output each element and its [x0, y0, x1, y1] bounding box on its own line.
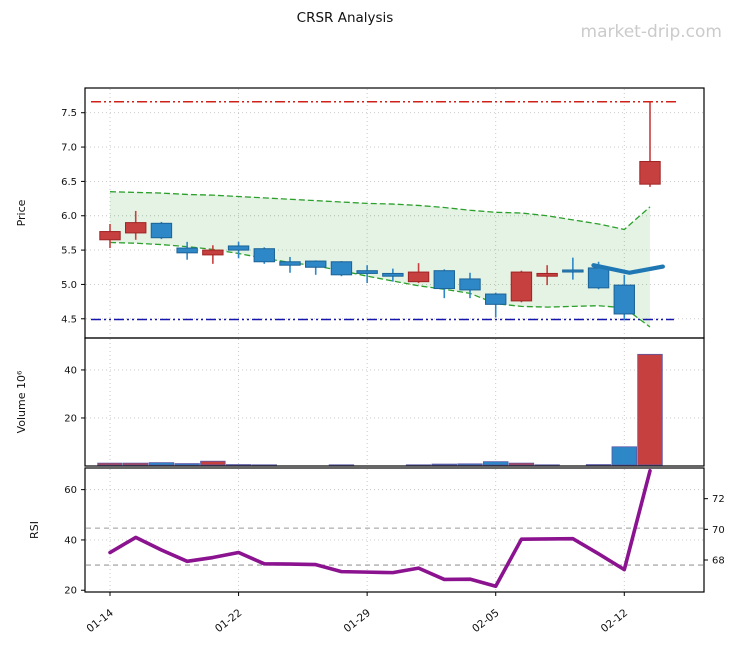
candle-body — [510, 271, 533, 302]
candle — [305, 260, 327, 275]
rsi-panel-frame — [84, 467, 705, 593]
price-tick-label: 5.0 — [61, 280, 77, 291]
volume-bar — [431, 463, 457, 466]
candle — [356, 265, 378, 284]
candle — [613, 274, 635, 321]
x-tick-label: 02-12 — [599, 607, 630, 635]
rsi-right-tick-label: 70 — [712, 525, 725, 536]
candle — [485, 292, 507, 318]
volume-bar — [637, 353, 663, 466]
volume-bar — [508, 462, 535, 466]
rsi-tick-label: 20 — [64, 586, 77, 597]
candle — [176, 241, 198, 260]
price-panel — [91, 100, 676, 328]
volume-bar — [457, 463, 483, 466]
volume-panel-grid — [86, 339, 703, 465]
volume-bar — [483, 461, 509, 466]
candle-body — [485, 293, 507, 305]
volume-bar — [200, 460, 226, 466]
candle-body — [305, 260, 327, 268]
volume-bar — [174, 463, 200, 466]
candle — [536, 265, 558, 286]
candle-body — [253, 248, 275, 263]
volume-tick-label: 40 — [64, 365, 77, 376]
candle-body — [536, 272, 558, 277]
ma-line — [591, 263, 665, 275]
candle-body — [639, 160, 661, 185]
volume-panel-frame — [84, 337, 705, 467]
watermark-text: market-drip.com — [580, 22, 722, 42]
price-tick-label: 7.5 — [61, 108, 77, 119]
candle-body — [150, 222, 173, 239]
candle — [562, 257, 584, 280]
price-tick-label: 6.5 — [61, 177, 77, 188]
volume-bar — [148, 462, 175, 466]
candle-body — [562, 269, 584, 273]
candle — [125, 210, 147, 240]
rsi-panel-grid — [86, 469, 703, 591]
candle — [227, 241, 250, 259]
x-tick-label: 02-05 — [470, 607, 501, 635]
candle-body — [202, 249, 224, 256]
rsi-right-tick-label: 68 — [712, 556, 725, 567]
candle — [253, 247, 275, 264]
bollinger-band-upper — [109, 191, 651, 231]
candle-body — [407, 271, 430, 283]
chart-title: CRSR Analysis — [296, 10, 394, 26]
candle — [433, 269, 455, 299]
candle-body — [125, 222, 147, 234]
candle — [330, 261, 353, 277]
price-panel-content — [91, 100, 676, 328]
candle — [639, 102, 661, 187]
candle — [279, 256, 301, 273]
candle — [150, 221, 173, 240]
candle-body — [382, 272, 404, 277]
volume-bar — [123, 462, 149, 466]
candle-body — [433, 270, 455, 290]
bollinger-band-lower — [109, 241, 651, 328]
candle — [382, 268, 404, 282]
volume-axis-label: Volume 10⁶ — [15, 370, 28, 433]
volume-tick-label: 20 — [64, 413, 77, 424]
volume-bar — [611, 446, 637, 466]
x-tick-label: 01-29 — [342, 607, 373, 635]
candle-body — [587, 267, 610, 289]
rsi-tick-label: 40 — [64, 535, 77, 546]
candles — [99, 102, 661, 321]
rsi-line — [108, 468, 652, 589]
candle-body — [279, 261, 301, 266]
candle-body — [613, 284, 635, 315]
candle — [459, 272, 481, 299]
rsi-tick-label: 60 — [64, 485, 77, 496]
price-tick-label: 7.0 — [61, 143, 77, 154]
candle — [510, 270, 533, 303]
candle-body — [99, 231, 121, 241]
price-tick-label: 5.5 — [61, 246, 77, 257]
candle — [407, 263, 430, 284]
candle-body — [330, 261, 353, 276]
x-tick-label: 01-14 — [84, 607, 116, 635]
candle-body — [356, 270, 378, 274]
rsi-panel — [86, 468, 703, 589]
candle — [202, 245, 224, 264]
rsi-right-tick-label: 72 — [712, 494, 725, 505]
candle — [587, 261, 610, 290]
x-tick-label: 01-22 — [213, 607, 244, 635]
axes: 4.5 5.0 5.5 6.0 6.5 7.0 7.5 20 40 20 40 60 68 70 72 01-… — [15, 108, 725, 635]
price-axis-label: Price — [15, 199, 28, 226]
rsi-axis-label: RSI — [28, 521, 41, 539]
price-tick-label: 4.5 — [61, 314, 77, 325]
bollinger-band-fill — [110, 191, 650, 328]
candle-body — [227, 245, 250, 251]
volume-panel — [97, 353, 663, 466]
volume-bar — [97, 462, 123, 466]
candle-body — [176, 247, 198, 254]
candle — [99, 223, 121, 249]
price-tick-label: 6.0 — [61, 211, 77, 222]
candle-body — [459, 278, 481, 291]
